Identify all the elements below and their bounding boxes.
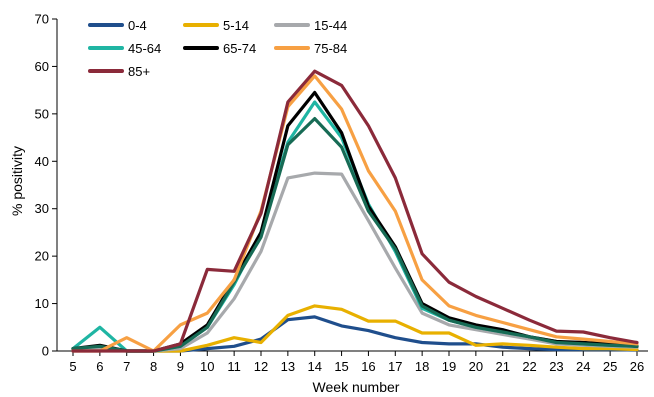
x-tick-label: 26 xyxy=(630,359,644,374)
x-tick-label: 8 xyxy=(150,359,157,374)
legend-item: 75-84 xyxy=(274,41,347,56)
legend-label: 5-14 xyxy=(223,18,249,33)
legend-label: 45-64 xyxy=(128,41,161,56)
x-tick-label: 20 xyxy=(469,359,483,374)
x-tick-label: 16 xyxy=(361,359,375,374)
y-tick-label: 0 xyxy=(42,344,49,359)
series-line-15-44 xyxy=(71,171,639,353)
series-line-85plus xyxy=(71,69,639,353)
x-tick-label: 18 xyxy=(415,359,429,374)
series-line-75-84 xyxy=(71,74,639,353)
x-tick-label: 12 xyxy=(254,359,268,374)
legend-item: 65-74 xyxy=(183,41,256,56)
legend-label: 0-4 xyxy=(128,18,147,33)
y-tick-label: 60 xyxy=(35,59,49,74)
legend-item: 0-4 xyxy=(88,18,147,33)
legend-label: 85+ xyxy=(128,64,150,79)
x-tick-label: 7 xyxy=(123,359,130,374)
x-tick-label: 23 xyxy=(549,359,563,374)
y-tick-label: 40 xyxy=(35,154,49,169)
x-tick-label: 11 xyxy=(227,359,241,374)
series-line-65-74 xyxy=(71,90,639,353)
x-tick-label: 5 xyxy=(69,359,76,374)
x-tick-label: 19 xyxy=(442,359,456,374)
x-tick-label: 9 xyxy=(177,359,184,374)
x-tick-label: 10 xyxy=(200,359,214,374)
x-tick-label: 24 xyxy=(576,359,590,374)
x-tick-label: 15 xyxy=(334,359,348,374)
legend: 0-4 5-14 15-44 45-64 65-74 75-84 85+ xyxy=(88,18,347,79)
y-tick-label: 70 xyxy=(35,12,49,27)
x-tick-label: 14 xyxy=(307,359,321,374)
x-tick-label: 13 xyxy=(281,359,295,374)
x-tick-label: 6 xyxy=(96,359,103,374)
legend-item: 45-64 xyxy=(88,41,161,56)
legend-item: 15-44 xyxy=(274,18,347,33)
x-tick-label: 21 xyxy=(495,359,509,374)
legend-label: 65-74 xyxy=(223,41,256,56)
legend-label: 15-44 xyxy=(314,18,347,33)
series-layer xyxy=(71,69,639,353)
y-tick-label: 50 xyxy=(35,106,49,121)
legend-label: 75-84 xyxy=(314,41,347,56)
x-tick-label: 22 xyxy=(522,359,536,374)
y-tick-label: 10 xyxy=(35,296,49,311)
y-tick-label: 20 xyxy=(35,249,49,264)
y-axis-title: % positivity xyxy=(9,146,25,216)
x-tick-label: 17 xyxy=(388,359,402,374)
x-tick-label: 25 xyxy=(603,359,617,374)
y-tick-label: 30 xyxy=(35,201,49,216)
x-axis-title: Week number xyxy=(313,379,400,395)
legend-item: 5-14 xyxy=(183,18,249,33)
legend-item: 85+ xyxy=(88,64,150,79)
axes: 0 10 20 30 40 50 60 70 5 6 7 8 9 10 11 12 13 14 15 16 17 18 19… xyxy=(35,12,648,374)
